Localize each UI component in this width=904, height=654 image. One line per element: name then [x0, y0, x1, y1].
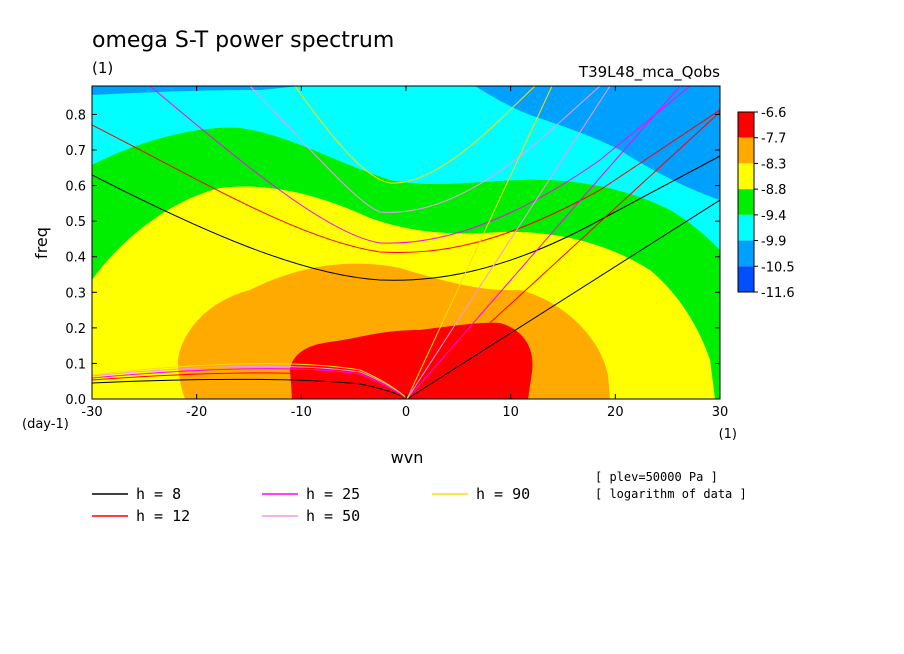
curve-h90-kelvin [406, 86, 553, 399]
annotation-log: [ logarithm of data ] [595, 487, 747, 501]
dispersion-curves [92, 86, 720, 399]
chart-subtitle-left: (1) [92, 59, 113, 77]
y-tick-label: 0.8 [65, 108, 86, 123]
colorbar-swatch [738, 189, 754, 215]
curve-h25-mrg [92, 368, 408, 399]
colorbar-label: -9.4 [761, 209, 786, 224]
curve-h50-eig [249, 86, 601, 213]
curve-h50-mrg [92, 365, 408, 399]
region-red [290, 322, 533, 399]
curve-h50-kelvin [406, 86, 611, 399]
chart-title: omega S-T power spectrum [92, 28, 394, 53]
x-tick-label: -30 [81, 405, 102, 420]
legend: h = 8 h = 12 h = 25 h = 50 h = 90 [92, 485, 530, 525]
y-tick-label: 0.0 [65, 393, 86, 408]
colorbar-label: -8.8 [761, 183, 786, 198]
curve-h8-kelvin [406, 199, 720, 399]
colorbar-label: -6.6 [761, 106, 786, 121]
x-tick-label: 30 [712, 405, 729, 420]
colorbar-label: -9.9 [761, 235, 786, 250]
x-tick-label: -20 [186, 405, 207, 420]
y-tick-label: 0.1 [65, 357, 86, 372]
plot-area [92, 86, 720, 399]
legend-label-h90: h = 90 [476, 485, 530, 503]
colorbar-swatch [738, 240, 754, 267]
curve-h25-kelvin [406, 86, 681, 399]
colorbar-label: -7.7 [761, 132, 786, 147]
y-unit: (day-1) [22, 417, 69, 432]
x-tick-label: -10 [291, 405, 312, 420]
y-tick-label: 0.2 [65, 322, 86, 337]
colorbar-label: -8.3 [761, 157, 786, 172]
curve-h8-eig [92, 155, 720, 281]
annotation-plev: [ plev=50000 Pa ] [595, 470, 718, 484]
x-axis-label: wvn [391, 448, 424, 467]
legend-label-h25: h = 25 [306, 485, 360, 503]
colorbar-label: -11.6 [761, 286, 795, 301]
curve-h25-eig [149, 86, 691, 244]
curve-h12-mrg [92, 372, 408, 399]
y-axis-label: freq [32, 227, 51, 259]
x-tick-label: 10 [502, 405, 519, 420]
region-cyan-top [520, 86, 720, 148]
x-axis: -30 -20 -10 0 10 20 30 [81, 86, 728, 420]
colorbar-swatch [738, 266, 754, 292]
legend-label-h12: h = 12 [136, 507, 190, 525]
legend-label-h50: h = 50 [306, 507, 360, 525]
y-tick-label: 0.3 [65, 286, 86, 301]
colorbar-swatch [738, 137, 754, 164]
curve-h8-mrg [92, 378, 408, 399]
curve-h12-kelvin [406, 111, 720, 399]
y-tick-label: 0.5 [65, 215, 86, 230]
colorbar: -6.6 -7.7 -8.3 -8.8 -9.4 -9.9 -10.5 -11.6 [737, 106, 795, 301]
chart-subtitle-right: T39L48_mca_Qobs [578, 63, 720, 82]
region-cyan-top-left [92, 86, 300, 95]
x-tick-label: 0 [402, 405, 410, 420]
colorbar-swatch [738, 112, 754, 138]
colorbar-frame [737, 111, 755, 293]
colorbar-label: -10.5 [761, 260, 795, 275]
curve-h90-mrg [92, 363, 408, 399]
colorbar-swatch [738, 163, 754, 190]
legend-label-h8: h = 8 [136, 485, 181, 503]
y-tick-label: 0.6 [65, 180, 86, 195]
y-tick-label: 0.7 [65, 144, 86, 159]
x-tick-label: 20 [607, 405, 624, 420]
y-tick-label: 0.4 [65, 251, 86, 266]
curve-h90-eig [294, 86, 536, 184]
x-unit: (1) [719, 427, 737, 442]
colorbar-swatch [738, 214, 754, 241]
y-axis: 0.0 0.1 0.2 0.3 0.4 0.5 0.6 0.7 0.8 [65, 108, 720, 408]
curve-h12-eig [92, 109, 720, 253]
